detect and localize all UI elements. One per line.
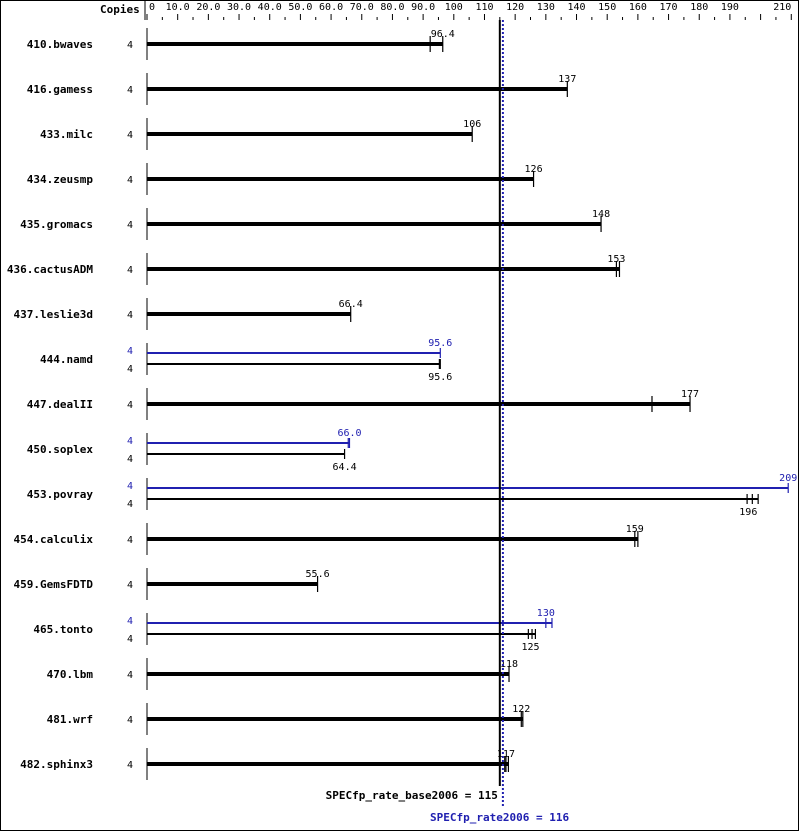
base-value-label: 137 bbox=[558, 74, 576, 85]
base-copies: 4 bbox=[127, 400, 133, 411]
x-tick-label: 210 bbox=[773, 2, 791, 13]
base-value-label: 95.6 bbox=[428, 372, 452, 383]
copies-header: Copies bbox=[100, 3, 140, 16]
base-copies: 4 bbox=[127, 310, 133, 321]
base-copies: 4 bbox=[127, 265, 133, 276]
x-tick-label: 150 bbox=[598, 2, 616, 13]
x-tick-label: 40.0 bbox=[258, 2, 282, 13]
base-value-label: 64.4 bbox=[333, 462, 357, 473]
base-copies: 4 bbox=[127, 454, 133, 465]
peak-copies: 4 bbox=[127, 481, 133, 492]
x-tick-label: 50.0 bbox=[288, 2, 312, 13]
x-tick-label: 20.0 bbox=[196, 2, 220, 13]
peak-reference-label: SPECfp_rate2006 = 116 bbox=[430, 811, 569, 824]
base-value-label: 106 bbox=[463, 119, 481, 130]
x-tick-label: 180 bbox=[690, 2, 708, 13]
benchmark-label: 481.wrf bbox=[47, 713, 93, 726]
base-value-label: 125 bbox=[521, 642, 539, 653]
base-copies: 4 bbox=[127, 715, 133, 726]
x-tick-label: 170 bbox=[660, 2, 678, 13]
benchmark-label: 453.povray bbox=[27, 488, 94, 501]
peak-copies: 4 bbox=[127, 436, 133, 447]
base-copies: 4 bbox=[127, 220, 133, 231]
benchmark-label: 465.tonto bbox=[33, 623, 93, 636]
base-copies: 4 bbox=[127, 670, 133, 681]
benchmark-label: 437.leslie3d bbox=[14, 308, 93, 321]
x-tick-label: 60.0 bbox=[319, 2, 343, 13]
peak-value-label: 66.0 bbox=[337, 428, 361, 439]
benchmark-label: 410.bwaves bbox=[27, 38, 93, 51]
benchmark-label: 459.GemsFDTD bbox=[14, 578, 94, 591]
base-copies: 4 bbox=[127, 634, 133, 645]
x-tick-label: 120 bbox=[506, 2, 524, 13]
base-copies: 4 bbox=[127, 364, 133, 375]
x-tick-label: 160 bbox=[629, 2, 647, 13]
x-tick-label: 90.0 bbox=[411, 2, 435, 13]
x-tick-label: 190 bbox=[721, 2, 739, 13]
base-value-label: 96.4 bbox=[431, 29, 455, 40]
x-tick-label: 30.0 bbox=[227, 2, 251, 13]
base-value-label: 66.4 bbox=[339, 299, 363, 310]
base-copies: 4 bbox=[127, 499, 133, 510]
benchmark-label: 435.gromacs bbox=[20, 218, 93, 231]
base-copies: 4 bbox=[127, 535, 133, 546]
benchmark-label: 482.sphinx3 bbox=[20, 758, 93, 771]
base-value-label: 126 bbox=[525, 164, 543, 175]
benchmark-label: 444.namd bbox=[40, 353, 93, 366]
x-tick-label: 70.0 bbox=[350, 2, 374, 13]
x-tick-label: 100 bbox=[445, 2, 463, 13]
base-reference-label: SPECfp_rate_base2006 = 115 bbox=[326, 789, 498, 802]
base-value-label: 148 bbox=[592, 209, 610, 220]
benchmark-label: 454.calculix bbox=[14, 533, 94, 546]
x-tick-label: 130 bbox=[537, 2, 555, 13]
base-copies: 4 bbox=[127, 580, 133, 591]
base-value-label: 122 bbox=[512, 704, 530, 715]
peak-value-label: 95.6 bbox=[428, 338, 452, 349]
base-value-label: 153 bbox=[607, 254, 625, 265]
base-copies: 4 bbox=[127, 175, 133, 186]
peak-value-label: 130 bbox=[537, 608, 555, 619]
benchmark-label: 416.gamess bbox=[27, 83, 93, 96]
benchmark-label: 434.zeusmp bbox=[27, 173, 94, 186]
x-tick-label: 110 bbox=[475, 2, 493, 13]
x-tick-label: 80.0 bbox=[380, 2, 404, 13]
peak-copies: 4 bbox=[127, 346, 133, 357]
base-value-label: 196 bbox=[739, 507, 757, 518]
base-copies: 4 bbox=[127, 85, 133, 96]
x-tick-label: 0 bbox=[149, 2, 155, 13]
base-value-label: 177 bbox=[681, 389, 699, 400]
benchmark-label: 447.dealII bbox=[27, 398, 93, 411]
base-copies: 4 bbox=[127, 760, 133, 771]
base-copies: 4 bbox=[127, 40, 133, 51]
base-value-label: 118 bbox=[500, 659, 518, 670]
x-tick-label: 140 bbox=[567, 2, 585, 13]
peak-value-label: 209 bbox=[779, 473, 797, 484]
x-tick-label: 10.0 bbox=[166, 2, 190, 13]
base-value-label: 117 bbox=[497, 749, 515, 760]
base-value-label: 159 bbox=[626, 524, 644, 535]
benchmark-label: 436.cactusADM bbox=[7, 263, 93, 276]
base-value-label: 55.6 bbox=[306, 569, 330, 580]
benchmark-label: 433.milc bbox=[40, 128, 93, 141]
base-copies: 4 bbox=[127, 130, 133, 141]
benchmark-label: 450.soplex bbox=[27, 443, 94, 456]
benchmark-label: 470.lbm bbox=[47, 668, 94, 681]
peak-copies: 4 bbox=[127, 616, 133, 627]
